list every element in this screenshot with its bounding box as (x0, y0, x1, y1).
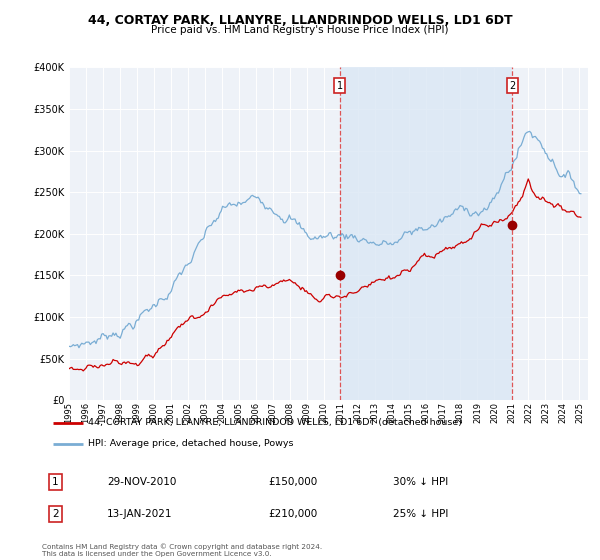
Text: 13-JAN-2021: 13-JAN-2021 (107, 510, 172, 520)
Text: Contains HM Land Registry data © Crown copyright and database right 2024.
This d: Contains HM Land Registry data © Crown c… (42, 544, 322, 557)
Text: 44, CORTAY PARK, LLANYRE, LLANDRINDOD WELLS, LD1 6DT (detached house): 44, CORTAY PARK, LLANYRE, LLANDRINDOD WE… (88, 418, 462, 427)
Text: 2: 2 (52, 510, 59, 520)
Text: 1: 1 (52, 477, 59, 487)
Text: HPI: Average price, detached house, Powys: HPI: Average price, detached house, Powy… (88, 439, 293, 448)
Text: 44, CORTAY PARK, LLANYRE, LLANDRINDOD WELLS, LD1 6DT: 44, CORTAY PARK, LLANYRE, LLANDRINDOD WE… (88, 14, 512, 27)
Text: 30% ↓ HPI: 30% ↓ HPI (393, 477, 448, 487)
Text: 2: 2 (509, 81, 515, 91)
Text: £210,000: £210,000 (269, 510, 318, 520)
Text: 1: 1 (337, 81, 343, 91)
Bar (340, 67, 512, 400)
Text: 25% ↓ HPI: 25% ↓ HPI (393, 510, 448, 520)
Text: £150,000: £150,000 (269, 477, 318, 487)
Text: Price paid vs. HM Land Registry's House Price Index (HPI): Price paid vs. HM Land Registry's House … (151, 25, 449, 35)
Text: 29-NOV-2010: 29-NOV-2010 (107, 477, 176, 487)
